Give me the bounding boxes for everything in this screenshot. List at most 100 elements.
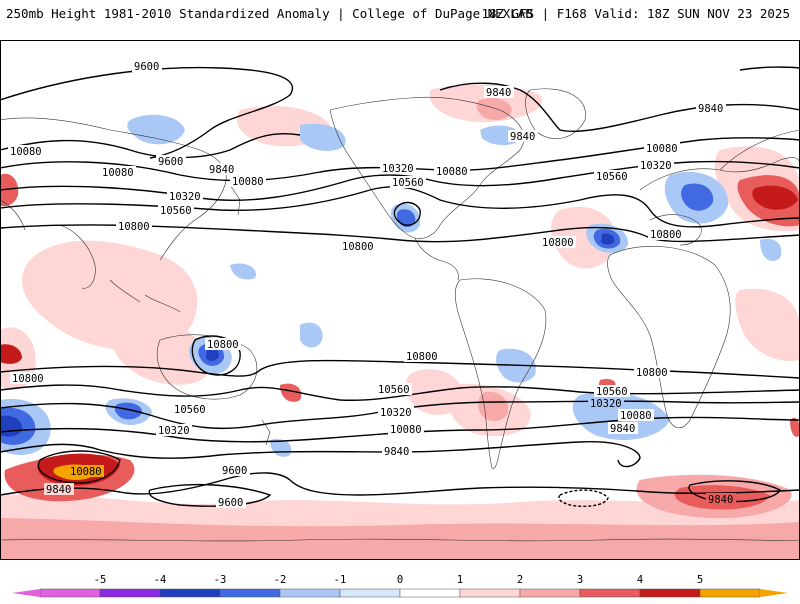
contour-label: 10320 xyxy=(588,397,624,410)
contour-label: 10800 xyxy=(116,220,152,233)
colorbar-max-arrow xyxy=(760,589,788,597)
svg-text:10320: 10320 xyxy=(380,407,412,419)
colorbar-tick-label: 2 xyxy=(517,574,523,586)
svg-text:10560: 10560 xyxy=(596,171,628,183)
svg-text:10560: 10560 xyxy=(378,384,410,396)
svg-text:10800: 10800 xyxy=(406,351,438,363)
colorbar-segment xyxy=(399,588,461,598)
colorbar-segment xyxy=(39,588,101,598)
contour-label: 10080 xyxy=(388,423,424,436)
svg-text:10320: 10320 xyxy=(158,425,190,437)
svg-text:10080: 10080 xyxy=(232,176,264,188)
svg-text:10800: 10800 xyxy=(650,229,682,241)
contour-label: 10800 xyxy=(540,236,576,249)
contour-label: 10080 xyxy=(434,165,470,178)
contour-label: 9840 xyxy=(207,163,237,176)
colorbar-tick-label: -2 xyxy=(274,574,287,586)
svg-text:9840: 9840 xyxy=(209,164,234,176)
colorbar-segment xyxy=(99,588,161,598)
contour-label: 10080 xyxy=(618,409,654,422)
svg-text:9840: 9840 xyxy=(46,484,71,496)
colorbar-segment xyxy=(459,588,521,598)
colorbar-segment xyxy=(699,588,761,598)
contour-label: 10800 xyxy=(634,366,670,379)
contour-label: 10320 xyxy=(638,159,674,172)
contour-label: 9840 xyxy=(508,130,538,143)
svg-text:9840: 9840 xyxy=(610,423,635,435)
colorbar-segment xyxy=(339,588,401,598)
colorbar-segments xyxy=(12,588,788,598)
svg-text:10080: 10080 xyxy=(70,466,102,478)
contour-label: 9600 xyxy=(156,155,186,168)
contour-label: 10320 xyxy=(167,190,203,203)
colorbar-min-arrow xyxy=(12,589,40,597)
svg-text:10800: 10800 xyxy=(542,237,574,249)
colorbar-tick-label: 1 xyxy=(457,574,463,586)
svg-text:10080: 10080 xyxy=(436,166,468,178)
contour-label: 9840 xyxy=(382,445,412,458)
contour-label: 10080 xyxy=(100,166,136,179)
contour-label: 10800 xyxy=(205,338,241,351)
contour-label: 10080 xyxy=(230,175,266,188)
contour-label: 10080 xyxy=(68,465,104,478)
contour-label: 9840 xyxy=(484,86,514,99)
contour-label: 10800 xyxy=(10,372,46,385)
contour-label: 9600 xyxy=(220,464,250,477)
colorbar-tick-label: 4 xyxy=(637,574,643,586)
svg-text:9600: 9600 xyxy=(158,156,183,168)
anomaly-map: 9600 9840 9840 10080 9600 9840 10080 103… xyxy=(0,40,800,560)
contour-label: 10080 xyxy=(8,145,44,158)
colorbar: -5 -4 -3 -2 -1 0 1 2 3 4 5 xyxy=(0,560,800,600)
svg-text:10320: 10320 xyxy=(169,191,201,203)
svg-text:10080: 10080 xyxy=(102,167,134,179)
svg-text:10560: 10560 xyxy=(174,404,206,416)
colorbar-tick-label: -3 xyxy=(214,574,227,586)
contour-label: 10800 xyxy=(648,228,684,241)
colorbar-tick-label: -1 xyxy=(334,574,347,586)
svg-text:10800: 10800 xyxy=(12,373,44,385)
contour-label: 10560 xyxy=(390,176,426,189)
colorbar-tick-label: 5 xyxy=(697,574,703,586)
svg-text:9840: 9840 xyxy=(698,103,723,115)
colorbar-ticks: -5 -4 -3 -2 -1 0 1 2 3 4 5 xyxy=(94,574,703,586)
contour-label: 10320 xyxy=(156,424,192,437)
svg-text:10560: 10560 xyxy=(392,177,424,189)
svg-text:10320: 10320 xyxy=(382,163,414,175)
svg-text:9840: 9840 xyxy=(486,87,511,99)
colorbar-tick-label: -5 xyxy=(94,574,107,586)
contour-label: 10320 xyxy=(380,162,416,175)
svg-text:10080: 10080 xyxy=(10,146,42,158)
colorbar-tick-label: 0 xyxy=(397,574,403,586)
svg-text:10800: 10800 xyxy=(636,367,668,379)
svg-text:10080: 10080 xyxy=(390,424,422,436)
contour-label: 9840 xyxy=(608,422,638,435)
svg-text:10080: 10080 xyxy=(620,410,652,422)
colorbar-tick-label: 3 xyxy=(577,574,583,586)
contour-label: 10800 xyxy=(340,240,376,253)
map-title: 250mb Height 1981-2010 Standardized Anom… xyxy=(6,6,533,21)
svg-text:10560: 10560 xyxy=(596,386,628,398)
svg-text:10080: 10080 xyxy=(646,143,678,155)
svg-text:10800: 10800 xyxy=(207,339,239,351)
colorbar-segment xyxy=(279,588,341,598)
contour-label: 10800 xyxy=(404,350,440,363)
colorbar-segment xyxy=(219,588,281,598)
svg-text:10320: 10320 xyxy=(590,398,622,410)
contour-labels: 9600 9840 9840 10080 9600 9840 10080 103… xyxy=(8,60,736,509)
svg-text:10800: 10800 xyxy=(342,241,374,253)
colorbar-segment xyxy=(519,588,581,598)
colorbar-segment xyxy=(159,588,221,598)
contour-label: 9840 xyxy=(696,102,726,115)
colorbar-segment xyxy=(639,588,701,598)
svg-text:9840: 9840 xyxy=(708,494,733,506)
svg-text:9600: 9600 xyxy=(134,61,159,73)
svg-text:9840: 9840 xyxy=(384,446,409,458)
contour-label: 10560 xyxy=(376,383,412,396)
contour-label: 10560 xyxy=(594,385,630,398)
contour-label: 10560 xyxy=(172,403,208,416)
contour-label: 9600 xyxy=(216,496,246,509)
colorbar-tick-label: -4 xyxy=(154,574,167,586)
colorbar-segment xyxy=(579,588,641,598)
contour-label: 10560 xyxy=(158,204,194,217)
contour-label: 9840 xyxy=(44,483,74,496)
